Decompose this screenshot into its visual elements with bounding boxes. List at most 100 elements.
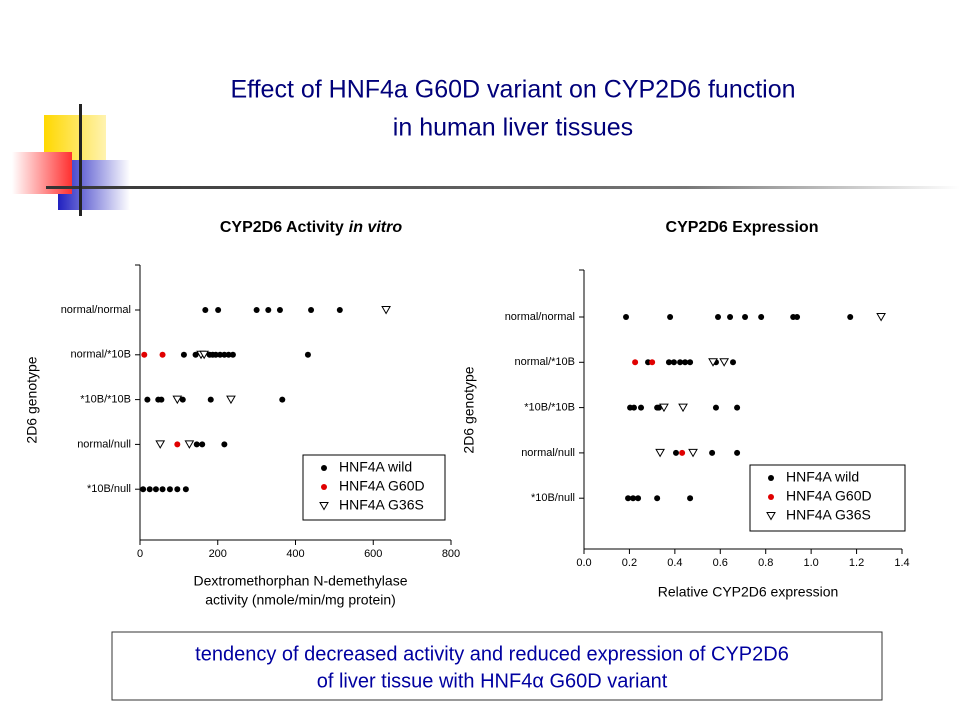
point (654, 495, 661, 502)
point (217, 351, 224, 358)
point (677, 359, 684, 366)
x-tick-label: 1.0 (803, 557, 818, 569)
point (794, 314, 801, 320)
point (727, 314, 734, 320)
point (708, 358, 718, 367)
point (184, 440, 195, 449)
x-axis-label: Dextromethorphan N-demethylase (194, 573, 408, 589)
point (202, 307, 209, 313)
y-tick-label: *10B/*10B (524, 402, 575, 414)
point (638, 404, 645, 411)
y-tick-label: normal/normal (61, 304, 131, 316)
point (672, 449, 679, 456)
conclusion: tendency of decreased activity and reduc… (195, 643, 789, 665)
point (253, 307, 260, 313)
point (630, 495, 637, 502)
slide-title: in human liver tissues (393, 114, 633, 142)
x-axis-label: Relative CYP2D6 expression (658, 584, 839, 600)
point (141, 351, 148, 358)
x-tick-label: 600 (364, 548, 382, 560)
point (665, 359, 672, 366)
point (158, 396, 165, 403)
y-tick-label: *10B/*10B (80, 394, 131, 406)
y-tick-label: *10B/null (531, 492, 575, 504)
point (655, 404, 662, 411)
point (144, 396, 151, 403)
y-tick-label: *10B/null (87, 483, 131, 495)
point (215, 307, 222, 313)
point (152, 486, 159, 493)
y-tick-label: normal/null (521, 447, 575, 459)
legend-label: HNF4A G60D (786, 488, 872, 504)
point (625, 495, 632, 502)
deco-line (46, 186, 960, 189)
point (734, 449, 741, 456)
point (687, 359, 694, 366)
point (632, 359, 639, 366)
x-tick-label: 0.2 (622, 557, 637, 569)
legend-label: HNF4A wild (786, 469, 859, 485)
point (670, 359, 677, 366)
point (719, 358, 730, 367)
point (226, 395, 236, 405)
x-axis-label: activity (nmole/min/mg protein) (205, 592, 396, 608)
point (172, 395, 183, 405)
x-tick-label: 0.6 (713, 557, 728, 569)
point (166, 486, 173, 493)
point (688, 448, 698, 458)
legend-marker (321, 484, 327, 490)
point (682, 359, 689, 366)
chart-title: CYP2D6 Expression (666, 219, 819, 236)
point (623, 314, 630, 320)
point (655, 448, 665, 458)
point (146, 486, 153, 493)
point (182, 486, 189, 493)
point (265, 307, 272, 313)
point (174, 486, 181, 493)
point (212, 351, 219, 358)
point (742, 314, 749, 320)
point (192, 351, 199, 358)
point (336, 307, 343, 313)
legend-marker (766, 512, 776, 521)
legend-label: HNF4A G36S (786, 507, 871, 523)
y-tick-label: normal/*10B (70, 349, 131, 361)
x-tick-label: 0.4 (667, 557, 682, 569)
point (279, 396, 286, 403)
point (199, 350, 210, 360)
point (381, 306, 391, 315)
slide-title: Effect of HNF4a G60D variant on CYP2D6 f… (230, 76, 795, 104)
legend-marker (768, 494, 774, 500)
point (193, 441, 200, 448)
y-tick-label: normal/*10B (514, 356, 575, 368)
y-tick-label: normal/normal (505, 311, 575, 323)
point (709, 449, 716, 456)
point (221, 351, 228, 358)
x-tick-label: 1.2 (849, 557, 864, 569)
conclusion-box (111, 631, 883, 701)
point (140, 486, 147, 493)
point (876, 313, 886, 322)
point (715, 314, 722, 320)
point (159, 486, 166, 493)
point (199, 441, 206, 448)
point (180, 351, 187, 358)
point (758, 314, 765, 320)
point (730, 359, 737, 366)
y-axis-label: 2D6 genotype (461, 366, 477, 453)
point (229, 351, 236, 358)
conclusion: of liver tissue with HNF4α G60D variant (317, 670, 668, 692)
point (649, 359, 656, 366)
point (734, 404, 741, 411)
point (276, 307, 283, 313)
chart-title-text: CYP2D6 Activity (220, 219, 344, 236)
y-axis-label: 2D6 genotype (24, 356, 40, 443)
x-tick-label: 800 (442, 548, 460, 560)
deco-vline (79, 104, 82, 216)
legend-marker (319, 502, 329, 511)
x-tick-label: 0.0 (576, 557, 591, 569)
legend-label: HNF4A G36S (339, 497, 424, 513)
point (679, 449, 686, 456)
point (221, 441, 228, 448)
